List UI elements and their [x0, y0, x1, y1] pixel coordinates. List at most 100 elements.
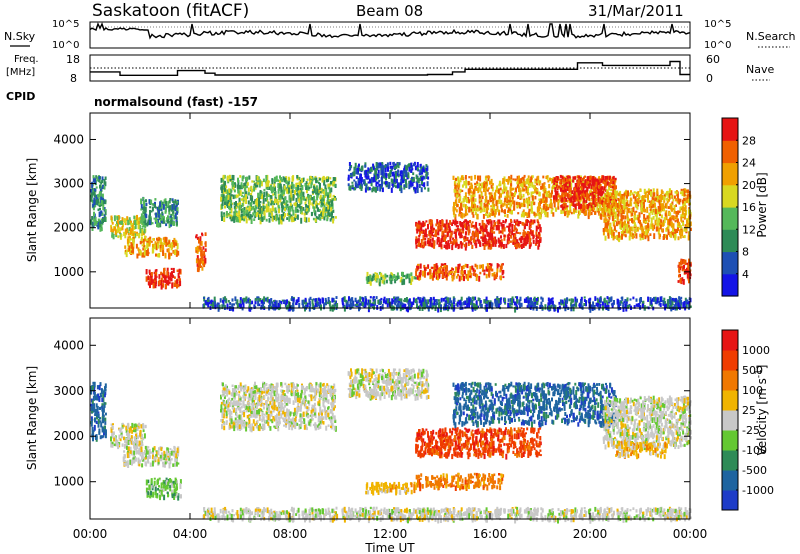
range-gate-cell — [136, 253, 139, 259]
range-gate-cell — [196, 258, 199, 261]
range-gate-cell — [225, 197, 228, 202]
range-gate-cell — [198, 245, 201, 250]
range-gate-cell — [381, 178, 383, 184]
range-gate-cell — [523, 240, 526, 245]
range-gate-cell — [542, 183, 545, 188]
range-gate-cell — [594, 197, 597, 204]
range-gate-cell — [101, 212, 104, 216]
range-gate-cell — [641, 195, 644, 201]
range-gate-cell — [534, 188, 537, 194]
range-gate-cell — [124, 218, 127, 224]
range-gate-cell — [478, 198, 481, 204]
range-gate-cell — [670, 195, 673, 198]
range-gate-cell — [239, 185, 242, 190]
range-gate-cell — [366, 271, 369, 277]
range-gate-cell — [199, 249, 202, 252]
range-gate-cell — [302, 196, 305, 201]
range-gate-cell — [557, 206, 560, 210]
range-gate-cell — [511, 230, 514, 236]
range-gate-cell — [429, 242, 432, 247]
range-gate-cell — [493, 271, 496, 276]
range-gate-cell — [594, 202, 597, 208]
range-gate-cell — [408, 180, 411, 185]
range-gate-cell — [451, 271, 453, 274]
range-gate-cell — [160, 217, 163, 223]
range-gate-cell — [121, 217, 124, 223]
range-gate-cell — [513, 206, 516, 211]
range-gate-cell — [241, 203, 244, 207]
range-gate-cell — [237, 180, 240, 186]
range-gate-cell — [330, 187, 333, 193]
range-gate-cell — [405, 165, 408, 171]
range-gate-cell — [474, 269, 476, 273]
range-gate-cell — [362, 179, 365, 185]
range-gate-cell — [160, 201, 163, 205]
range-gate-cell — [560, 204, 563, 208]
range-gate-cell — [140, 198, 143, 205]
range-gate-cell — [305, 217, 308, 223]
range-gate-cell — [548, 183, 551, 189]
range-gate-cell — [359, 176, 361, 182]
range-gate-cell — [553, 177, 556, 183]
range-gate-cell — [555, 197, 558, 201]
range-gate-cell — [468, 188, 471, 194]
range-gate-cell — [234, 194, 237, 199]
range-gate-cell — [445, 241, 448, 245]
range-gate-cell — [427, 264, 430, 269]
range-gate-cell — [518, 175, 520, 180]
range-gate-cell — [587, 176, 590, 181]
range-gate-cell — [663, 217, 666, 224]
range-gate-cell — [566, 175, 569, 182]
range-gate-cell — [537, 239, 540, 243]
range-gate-cell — [383, 181, 386, 185]
range-gate-cell — [177, 272, 180, 278]
range-gate-cell — [525, 178, 528, 185]
nave-tick-top: 60 — [706, 53, 720, 66]
range-gate-cell — [475, 183, 478, 187]
range-gate-cell — [149, 216, 152, 222]
range-gate-cell — [172, 275, 175, 278]
range-gate-cell — [514, 237, 517, 240]
range-gate-cell — [307, 205, 309, 209]
range-gate-cell — [418, 184, 421, 188]
range-gate-cell — [235, 212, 238, 217]
range-gate-cell — [461, 212, 464, 219]
range-gate-cell — [177, 284, 180, 288]
range-gate-cell — [172, 244, 175, 247]
range-gate-cell — [142, 241, 145, 246]
range-gate-cell — [493, 237, 495, 241]
range-gate-cell — [176, 243, 179, 250]
range-gate-cell — [474, 211, 477, 215]
range-gate-cell — [538, 224, 541, 228]
range-gate-cell — [259, 190, 262, 194]
range-gate-cell — [577, 214, 580, 219]
range-gate-cell — [377, 173, 380, 178]
range-gate-cell — [498, 198, 501, 202]
range-gate-cell — [607, 175, 610, 179]
range-gate-cell — [510, 174, 513, 180]
range-gate-cell — [498, 180, 501, 185]
range-gate-cell — [375, 181, 378, 187]
range-gate-cell — [474, 273, 477, 277]
range-gate-cell — [505, 198, 508, 202]
range-gate-cell — [566, 185, 569, 189]
range-gate-cell — [480, 192, 483, 198]
range-gate-cell — [599, 205, 601, 211]
range-gate-cell — [498, 230, 501, 234]
range-gate-cell — [602, 228, 605, 233]
range-gate-cell — [270, 203, 273, 206]
range-gate-cell — [465, 225, 468, 231]
range-gate-cell — [489, 219, 492, 224]
range-gate-cell — [422, 222, 425, 227]
range-gate-cell — [203, 263, 206, 268]
range-gate-cell — [297, 193, 300, 199]
range-gate-cell — [488, 238, 491, 244]
range-gate-cell — [97, 218, 100, 222]
range-gate-cell — [306, 178, 309, 181]
power-heatmap — [90, 161, 692, 313]
range-gate-cell — [379, 187, 382, 192]
range-gate-cell — [385, 164, 388, 169]
range-gate-cell — [462, 228, 465, 234]
range-gate-cell — [491, 229, 494, 233]
range-gate-cell — [158, 279, 161, 284]
